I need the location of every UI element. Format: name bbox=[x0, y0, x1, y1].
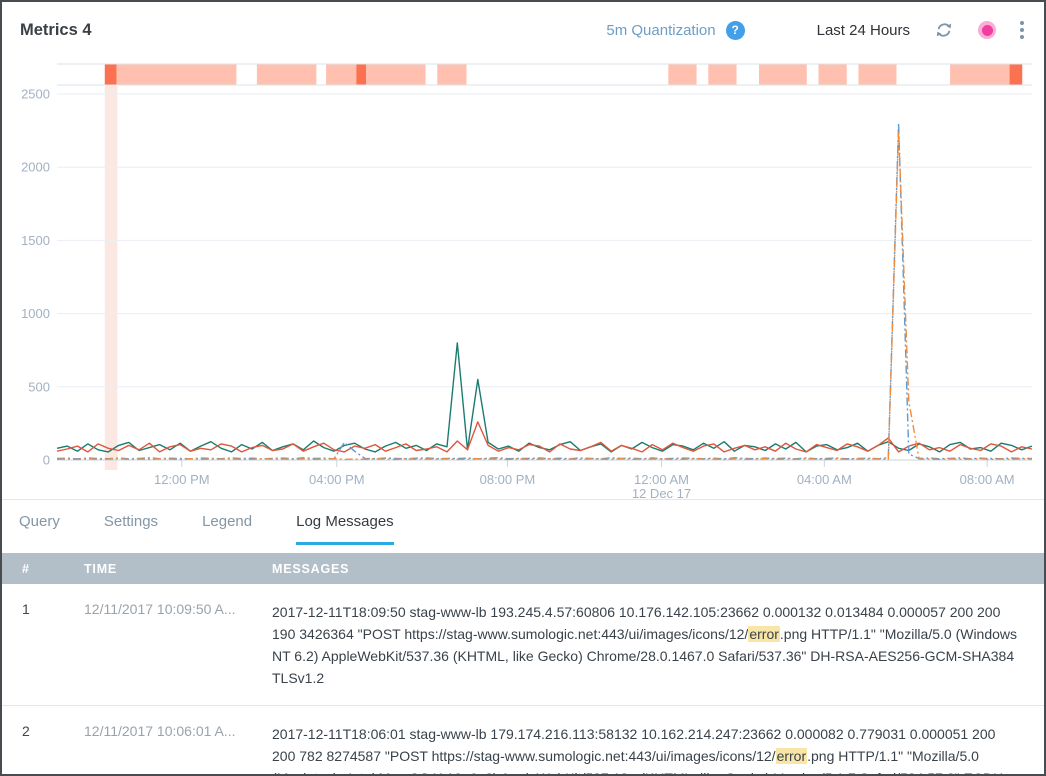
table-body: 1 12/11/2017 10:09:50 A... 2017-12-11T18… bbox=[2, 584, 1044, 774]
svg-text:12 Dec 17: 12 Dec 17 bbox=[632, 486, 691, 499]
refresh-icon[interactable] bbox=[934, 21, 954, 39]
col-header-messages: MESSAGES bbox=[272, 561, 350, 576]
svg-text:2500: 2500 bbox=[21, 87, 50, 102]
row-number: 1 bbox=[22, 601, 30, 617]
tab-settings[interactable]: Settings bbox=[103, 513, 159, 530]
svg-text:04:00 PM: 04:00 PM bbox=[309, 472, 365, 487]
row-time: 12/11/2017 10:09:50 A... bbox=[84, 601, 236, 617]
header-controls: 5m Quantization ? Last 24 Hours bbox=[606, 20, 1024, 40]
svg-text:0: 0 bbox=[43, 453, 50, 468]
live-status-icon[interactable] bbox=[978, 21, 996, 39]
metrics-chart[interactable]: 0 500 1000 1500 2000 2500 12:00 PM 04:00 PM 08:0… bbox=[2, 58, 1044, 499]
row-time: 12/11/2017 10:06:01 A... bbox=[84, 723, 236, 739]
kebab-menu-icon[interactable] bbox=[1020, 21, 1024, 39]
row-message: 2017-12-11T18:09:50 stag-www-lb 193.245.… bbox=[272, 604, 1018, 686]
page-title: Metrics 4 bbox=[20, 20, 92, 39]
row-message: 2017-12-11T18:06:01 stag-www-lb 179.174.… bbox=[272, 726, 1008, 774]
svg-text:08:00 PM: 08:00 PM bbox=[480, 472, 536, 487]
help-icon[interactable]: ? bbox=[725, 20, 745, 40]
log-messages-table: # TIME MESSAGES 1 12/11/2017 10:09:50 A.… bbox=[2, 553, 1044, 774]
svg-text:2000: 2000 bbox=[21, 160, 50, 175]
tab-log-messages[interactable]: Log Messages bbox=[296, 513, 394, 545]
svg-text:12:00 AM: 12:00 AM bbox=[634, 472, 689, 487]
highlighted-term: error bbox=[775, 748, 808, 764]
table-row[interactable]: 2 12/11/2017 10:06:01 A... 2017-12-11T18… bbox=[2, 705, 1044, 774]
svg-text:04:00 AM: 04:00 AM bbox=[797, 472, 852, 487]
svg-text:1500: 1500 bbox=[21, 233, 50, 248]
highlighted-term: error bbox=[748, 626, 780, 642]
svg-text:08:00 AM: 08:00 AM bbox=[960, 472, 1015, 487]
pink-dot bbox=[981, 24, 993, 36]
svg-text:500: 500 bbox=[28, 379, 50, 394]
table-row[interactable]: 1 12/11/2017 10:09:50 A... 2017-12-11T18… bbox=[2, 584, 1044, 705]
svg-text:1000: 1000 bbox=[21, 306, 50, 321]
tab-query[interactable]: Query bbox=[19, 513, 60, 530]
panel-header: Metrics 4 5m Quantization ? Last 24 Hour… bbox=[2, 2, 1044, 58]
table-header-row: # TIME MESSAGES bbox=[2, 553, 1044, 584]
chart-canvas[interactable]: 0 500 1000 1500 2000 2500 12:00 PM 04:00 PM 08:0… bbox=[2, 58, 1046, 499]
tab-legend[interactable]: Legend bbox=[202, 513, 253, 530]
time-range-selector[interactable]: Last 24 Hours bbox=[816, 21, 910, 39]
col-header-time: TIME bbox=[84, 561, 118, 576]
tabs-bar: Query Settings Legend Log Messages bbox=[2, 499, 1044, 545]
svg-text:12:00 PM: 12:00 PM bbox=[154, 472, 210, 487]
row-number: 2 bbox=[22, 723, 30, 739]
col-header-num: # bbox=[22, 561, 30, 576]
quantization-label: 5m Quantization bbox=[606, 21, 716, 39]
